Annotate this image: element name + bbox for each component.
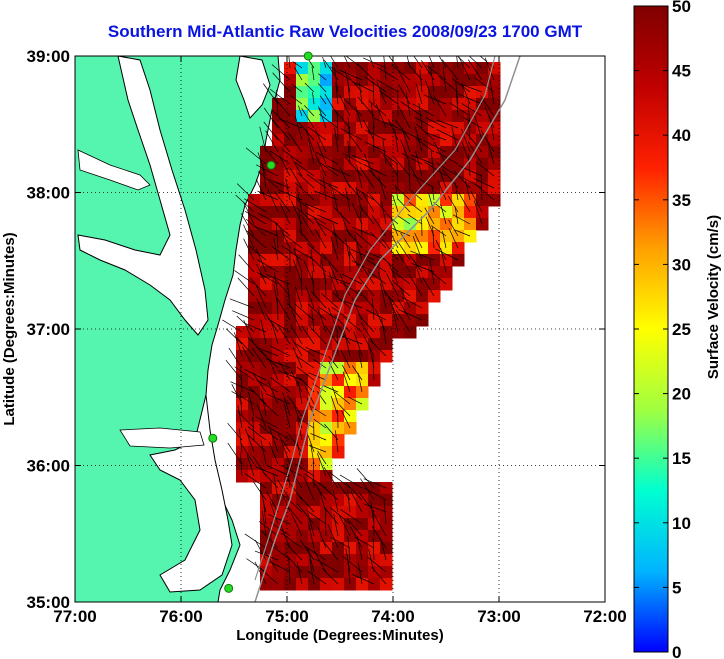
station-marker [266,160,276,170]
radar-stations [208,51,313,593]
colorbar [633,5,669,653]
bathymetry-contour [254,56,521,602]
x-axis-ticks: 77:00 76:00 75:00 74:00 73:00 72:00 [53,56,627,626]
station-marker [303,51,313,61]
x-tick-label: 73:00 [477,607,520,626]
delaware-bay [235,56,271,119]
colorbar-tick-label: 45 [672,62,691,81]
chesapeake-bay [77,56,209,336]
chart-title: Southern Mid-Atlantic Raw Velocities 200… [107,22,583,41]
colorbar-label: Surface Velocity (cm/s) [705,215,722,379]
colorbar-tick-label: 20 [672,385,691,404]
station-marker [224,583,234,593]
colorbar-tick-label: 0 [672,643,681,659]
x-tick-label: 77:00 [53,607,96,626]
y-tick-label: 37:00 [27,320,70,339]
y-tick-label: 35:00 [27,593,70,612]
colorbar-tick-label: 40 [672,126,691,145]
x-tick-label: 72:00 [583,607,626,626]
y-axis-label: Latitude (Degrees:Minutes) [1,232,18,425]
velocity-vectors [222,56,495,585]
colorbar-tick-label: 30 [672,255,691,274]
pamlico-sound [149,394,233,593]
colorbar-tick-label: 10 [672,514,691,533]
bathymetry-contour [254,56,496,581]
albemarle-sound [119,427,205,449]
y-tick-label: 36:00 [27,457,70,476]
x-axis-label: Longitude (Degrees:Minutes) [236,627,444,644]
grid-lines [75,56,605,602]
colorbar-tick-label: 50 [672,0,691,16]
y-tick-label: 38:00 [27,184,70,203]
x-tick-label: 76:00 [159,607,202,626]
station-marker [208,433,218,443]
colorbar-tick-label: 25 [672,320,691,339]
colorbar-tick-label: 5 [672,578,681,597]
x-tick-label: 74:00 [371,607,414,626]
potomac-river [77,149,151,191]
colorbar-tick-label: 15 [672,449,691,468]
colorbar-tick-label: 35 [672,191,691,210]
x-tick-label: 75:00 [265,607,308,626]
y-tick-label: 39:00 [27,47,70,66]
y-axis-ticks: 39:00 38:00 37:00 36:00 35:00 [27,47,605,612]
